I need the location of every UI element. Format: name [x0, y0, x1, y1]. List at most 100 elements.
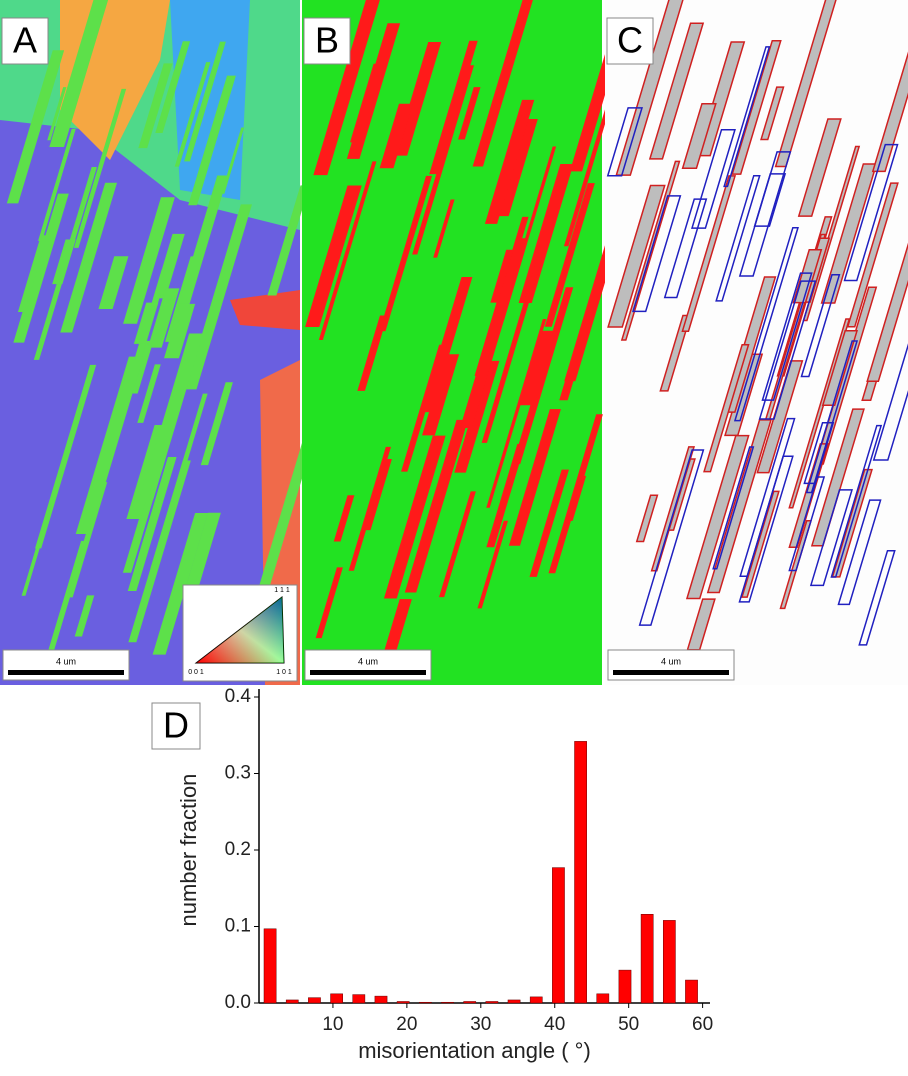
grain-stripe [805, 340, 859, 494]
grain-stripe [357, 315, 388, 391]
grain-stripe [350, 63, 378, 143]
panel-a [0, 0, 319, 685]
grain-stripe [184, 512, 221, 590]
panel-c [605, 0, 908, 685]
panel-label-box [303, 17, 351, 65]
ipf-triangle-shade [196, 597, 284, 663]
grain-stripe [60, 182, 118, 333]
grain-stripe [346, 23, 401, 159]
grain-stripe [429, 40, 478, 175]
grain-stripe [460, 243, 528, 429]
y-tick-label: 0.3 [225, 763, 251, 784]
grain-stripe [706, 419, 772, 594]
grain-region [170, 0, 250, 200]
grain-stripe [221, 127, 245, 194]
grain-stripe [49, 0, 109, 148]
grain-stripe [685, 434, 750, 600]
grain-stripe [760, 86, 785, 141]
bar [308, 997, 321, 1004]
bar [529, 996, 543, 1004]
grain-stripe [35, 364, 97, 549]
grain-stripe [563, 86, 617, 247]
panel-label: B [315, 20, 339, 61]
grain-stripe [866, 242, 908, 383]
panel-label-box [606, 17, 654, 65]
grain-stripe [75, 356, 144, 534]
grain-stripe [315, 567, 343, 639]
grain-stripe [133, 302, 159, 344]
grain-stripe [821, 330, 859, 407]
grain-stripe [433, 199, 455, 258]
bar [685, 979, 698, 1004]
grain-stripe [872, 343, 908, 461]
bar [330, 993, 343, 1004]
y-tick-label: 0.0 [225, 992, 251, 1013]
panel-label: C [617, 20, 643, 61]
grain-stripe [164, 303, 196, 359]
grain-stripe [792, 249, 823, 304]
grain-stripe [458, 87, 481, 140]
grain-stripe [155, 41, 191, 134]
scale-bar [310, 670, 426, 675]
grain-stripe [38, 128, 76, 241]
grain-stripe [123, 197, 175, 324]
grain-region [230, 290, 300, 330]
y-axis-label: number fraction [176, 774, 201, 927]
bar [596, 993, 610, 1004]
scale-bar [613, 670, 729, 675]
grain-stripe [185, 204, 253, 390]
grain-stripe [200, 382, 233, 466]
grain-stripe [153, 233, 185, 299]
bar [507, 999, 521, 1004]
bar [441, 1001, 454, 1004]
grain-stripe [761, 272, 813, 401]
grain-stripe [139, 333, 204, 500]
grain-stripe [127, 457, 177, 592]
grain-stripe [731, 39, 782, 175]
grain-stripe [486, 319, 547, 508]
grain-stripe [648, 22, 705, 160]
x-tick-label: 50 [618, 1014, 639, 1035]
x-tick-label: 20 [396, 1014, 417, 1035]
grain-stripe [741, 490, 780, 598]
bar [574, 741, 587, 1004]
grain-stripe [477, 520, 509, 609]
grain-stripe [519, 330, 555, 406]
bar [618, 969, 632, 1004]
grain-stripe [739, 417, 796, 578]
grain-stripe [681, 175, 737, 332]
grain-stripe [384, 599, 412, 650]
grain-stripe [615, 0, 684, 176]
grain-stripe [47, 87, 67, 141]
grain-stripe [188, 75, 236, 206]
panel-label-box [1, 17, 49, 65]
grain-stripe [6, 50, 65, 204]
scale-bar-label: 4 um [56, 656, 76, 666]
grain-stripe [837, 499, 882, 606]
ipf-label: 1 1 1 [274, 587, 290, 594]
grain-stripe [305, 185, 362, 328]
grain-stripe [52, 239, 76, 285]
chart-label-box [151, 702, 201, 750]
x-axis-label: misorientation angle ( °) [358, 1038, 591, 1063]
grain-stripe [13, 193, 69, 343]
grain-stripe [168, 175, 229, 337]
x-tick-label: 30 [470, 1014, 491, 1035]
grain-stripe [484, 99, 535, 224]
grain-stripe [544, 183, 595, 327]
grain-stripe [846, 182, 899, 328]
grain-stripe [137, 364, 161, 423]
grain-stripe [830, 424, 883, 578]
grain-stripe [454, 360, 500, 473]
grain-stripe [152, 512, 209, 655]
grain-stripe [481, 256, 543, 443]
grain-stripe [147, 288, 180, 348]
grain-stripe [174, 62, 211, 167]
scale-bar-label: 4 um [358, 656, 378, 666]
grain-stripe [788, 476, 826, 572]
ipf-label: 0 0 1 [188, 669, 204, 676]
grain-stripe [607, 184, 666, 328]
bar [352, 994, 366, 1004]
